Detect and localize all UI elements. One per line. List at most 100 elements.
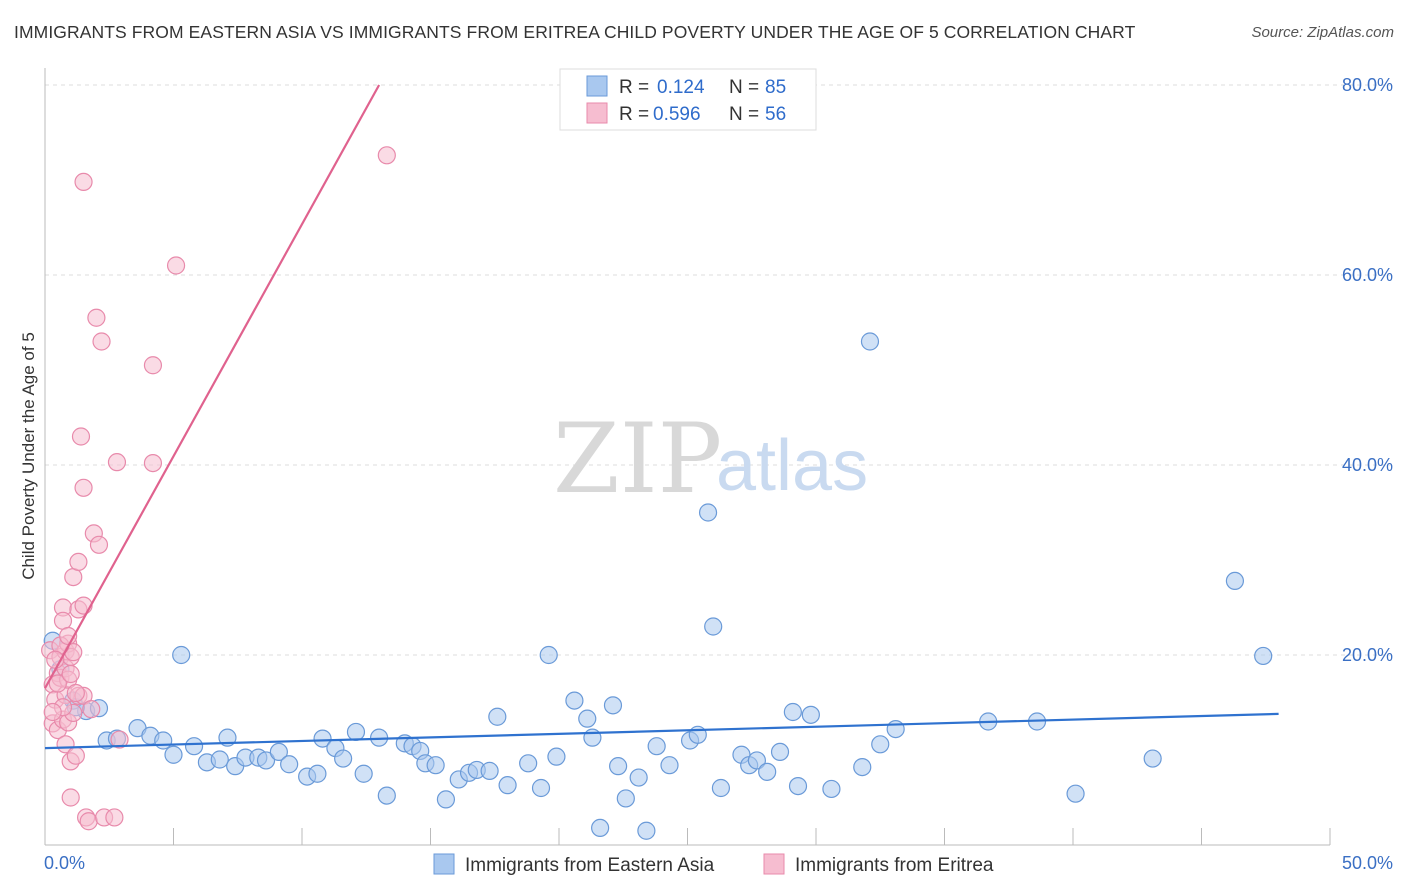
y-axis-label: Child Poverty Under the Age of 5 — [19, 332, 38, 580]
data-point-eastern-asia — [547, 747, 566, 766]
y-tick-label: 20.0% — [1342, 645, 1393, 665]
data-point-eastern-asia — [313, 729, 332, 748]
data-point-eastern-asia — [184, 737, 204, 756]
data-point-eritrea — [143, 356, 163, 375]
data-point-eritrea — [74, 172, 93, 191]
data-point-eastern-asia — [164, 745, 183, 764]
data-point-eritrea — [74, 596, 93, 615]
data-point-eastern-asia — [1254, 646, 1273, 666]
data-point-eastern-asia — [788, 776, 808, 796]
legend-swatch-eritrea — [586, 102, 608, 124]
data-point-eritrea — [64, 567, 83, 587]
data-point-eritrea — [89, 535, 109, 554]
data-point-eastern-asia — [758, 762, 777, 781]
data-point-eastern-asia — [591, 818, 610, 838]
data-point-eastern-asia — [1143, 749, 1162, 768]
data-point-eritrea — [79, 812, 98, 831]
legend-r-label-2: R = — [619, 104, 649, 125]
watermark-atlas: atlas — [716, 426, 868, 506]
data-point-eastern-asia — [498, 776, 517, 795]
trend-line-eastern-asia — [44, 712, 1279, 750]
data-point-eastern-asia — [1225, 571, 1245, 591]
data-point-eastern-asia — [770, 742, 790, 762]
data-point-eastern-asia — [609, 757, 628, 776]
data-point-eritrea — [61, 788, 80, 807]
data-point-eastern-asia — [704, 617, 723, 636]
data-point-eastern-asia — [354, 764, 373, 783]
data-point-eastern-asia — [1066, 784, 1085, 803]
data-point-eritrea — [74, 478, 93, 497]
legend-n-label-1: N = — [729, 77, 759, 98]
data-point-eritrea — [105, 808, 124, 827]
chart-source: Source: ZipAtlas.com — [1251, 24, 1394, 41]
legend-r-value-2: 0.596 — [653, 104, 701, 125]
data-point-eastern-asia — [578, 709, 597, 728]
data-point-eastern-asia — [426, 756, 445, 775]
data-point-eastern-asia — [616, 789, 635, 808]
data-point-eastern-asia — [334, 749, 353, 768]
data-point-eastern-asia — [871, 735, 890, 754]
legend-n-value-2: 56 — [765, 104, 786, 125]
bottom-legend-label-eritrea: Immigrants from Eritrea — [795, 855, 994, 876]
legend-n-value-1: 85 — [765, 77, 786, 98]
data-point-eritrea — [82, 700, 101, 719]
bottom-legend-label-eastern-asia: Immigrants from Eastern Asia — [465, 855, 715, 876]
data-point-eastern-asia — [154, 731, 173, 750]
legend-r-label-1: R = — [619, 77, 649, 98]
data-point-eastern-asia — [647, 737, 666, 756]
data-point-eritrea — [43, 702, 62, 722]
data-point-eastern-asia — [308, 764, 327, 783]
data-point-eastern-asia — [519, 754, 538, 773]
data-point-eastern-asia — [603, 696, 623, 715]
data-point-eastern-asia — [637, 821, 656, 840]
data-point-eastern-asia — [280, 755, 299, 774]
data-point-eastern-asia — [346, 722, 366, 742]
data-point-eastern-asia — [480, 761, 499, 781]
bottom-legend-swatch-eastern-asia — [433, 853, 455, 875]
data-point-eritrea — [66, 746, 85, 765]
data-point-eastern-asia — [747, 751, 766, 770]
data-point-eritrea — [71, 427, 91, 446]
watermark: ZIP atlas — [553, 403, 868, 515]
legend-r-value-1: 0.124 — [657, 77, 705, 98]
data-point-eastern-asia — [711, 778, 731, 798]
x-ticks — [44, 828, 1331, 845]
data-point-eastern-asia — [377, 786, 396, 805]
data-point-eritrea — [66, 683, 85, 703]
trend-line-eritrea — [44, 84, 381, 689]
data-point-eastern-asia — [436, 790, 456, 809]
data-point-eastern-asia — [256, 751, 276, 770]
data-point-eastern-asia — [853, 757, 872, 777]
data-point-eastern-asia — [269, 742, 288, 762]
data-point-eritrea — [69, 552, 88, 572]
bottom-legend: Immigrants from Eastern Asia Immigrants … — [433, 853, 994, 876]
chart-title: IMMIGRANTS FROM EASTERN ASIA VS IMMIGRAN… — [14, 22, 1136, 42]
x-tick-label-max: 50.0% — [1342, 853, 1393, 873]
data-point-eastern-asia — [783, 702, 802, 722]
data-point-eastern-asia — [660, 756, 679, 775]
y-tick-label: 80.0% — [1342, 75, 1393, 95]
data-point-eritrea — [61, 664, 80, 684]
data-point-eastern-asia — [822, 779, 841, 799]
series-eritrea-points — [41, 146, 396, 831]
data-point-eastern-asia — [565, 691, 584, 710]
y-tick-labels: 20.0% 40.0% 60.0% 80.0% — [1342, 75, 1393, 665]
data-point-eastern-asia — [698, 503, 718, 522]
legend-n-label-2: N = — [729, 104, 759, 125]
data-point-eastern-asia — [539, 645, 558, 665]
data-point-eritrea — [53, 611, 73, 630]
data-point-eastern-asia — [172, 645, 191, 665]
y-tick-label: 40.0% — [1342, 455, 1393, 475]
data-point-eastern-asia — [860, 332, 880, 351]
data-point-eastern-asia — [210, 750, 229, 769]
data-point-eritrea — [166, 256, 186, 275]
data-point-eastern-asia — [801, 705, 820, 724]
watermark-zip: ZIP — [553, 403, 722, 515]
legend-swatch-eastern-asia — [586, 75, 608, 97]
bottom-legend-swatch-eritrea — [763, 853, 785, 875]
gridlines — [45, 84, 1392, 656]
trend-lines — [44, 84, 1279, 750]
data-point-eritrea — [87, 308, 106, 327]
legend: R = 0.124 N = 85 R = 0.596 N = 56 — [559, 68, 817, 131]
